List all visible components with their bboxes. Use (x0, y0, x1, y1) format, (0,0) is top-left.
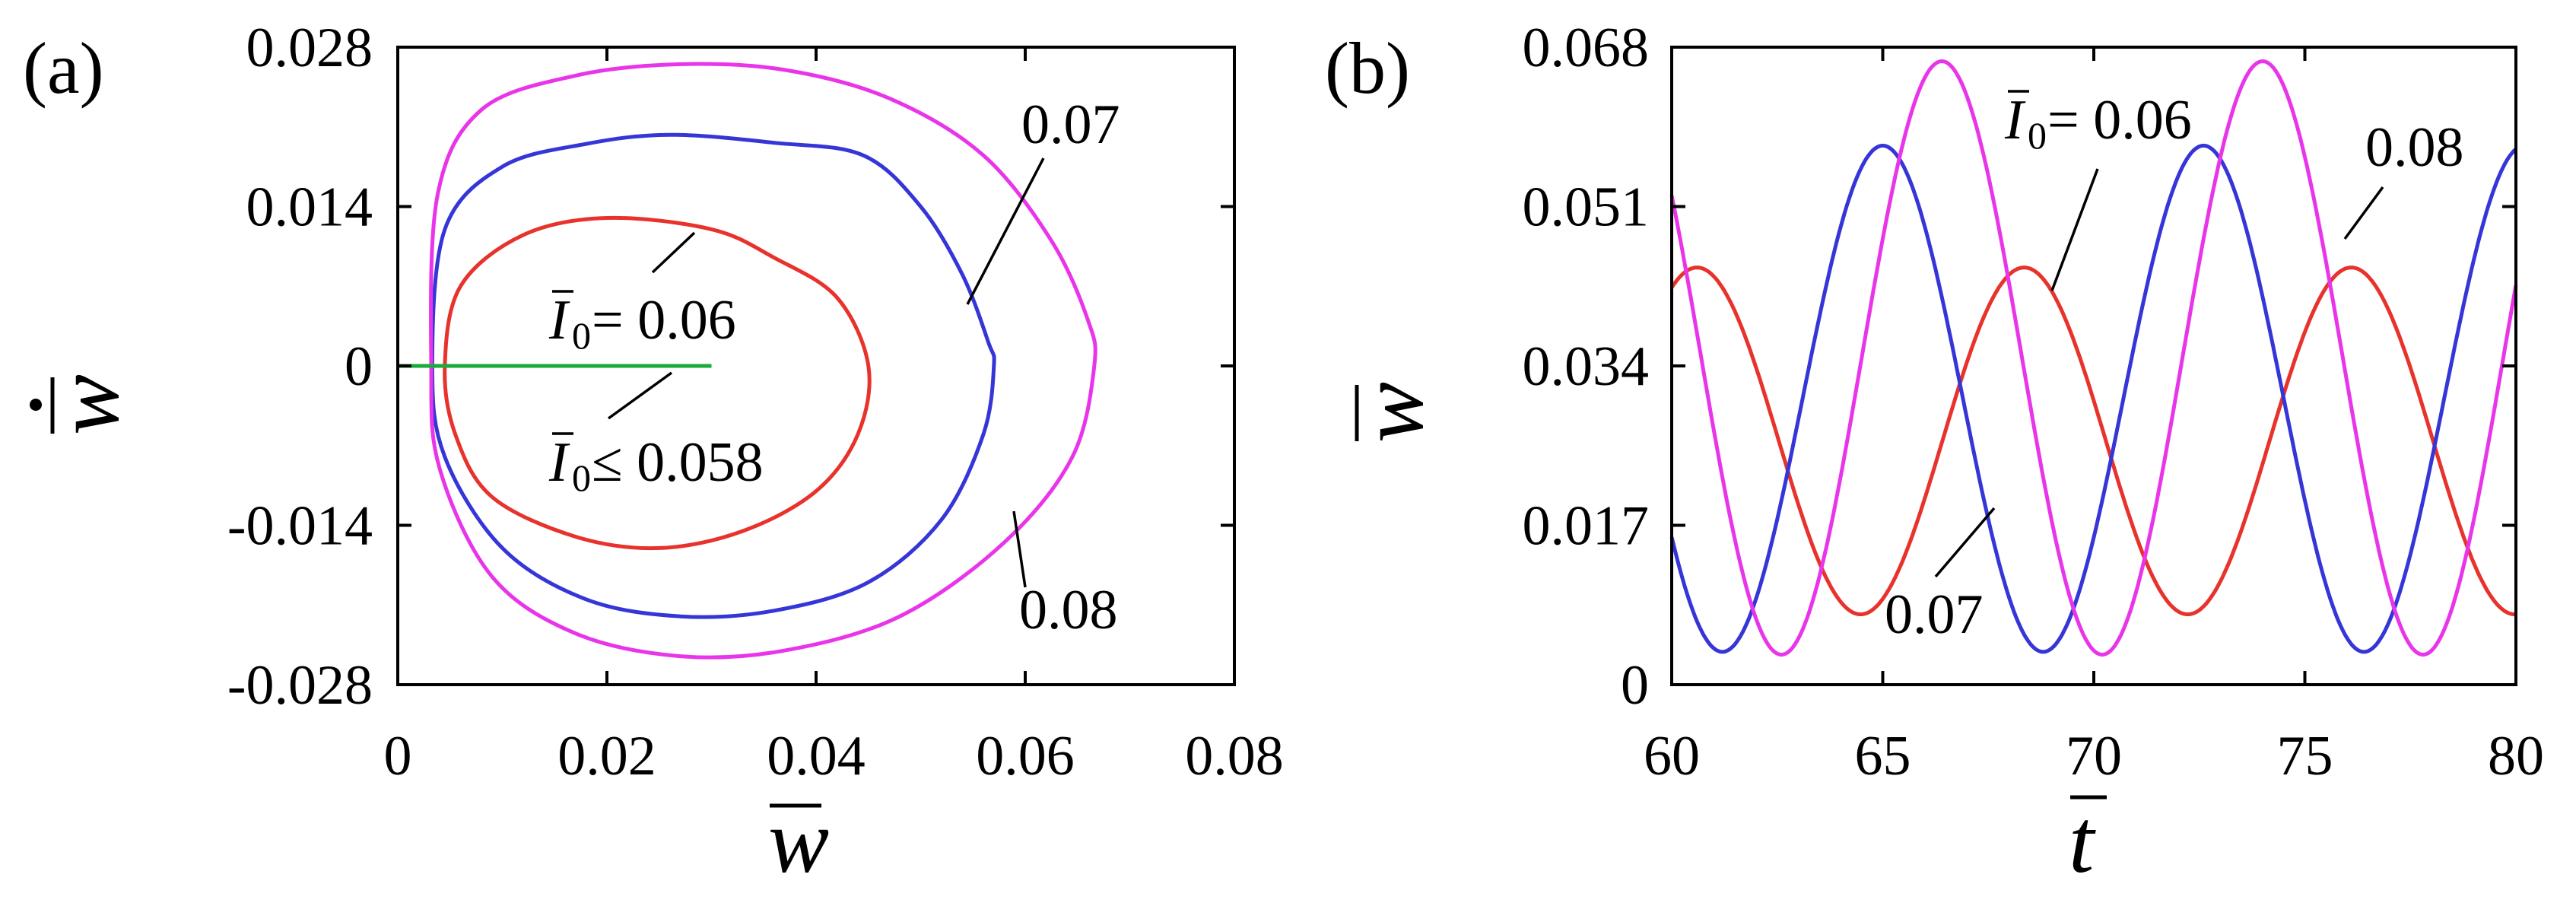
x-tick-label: 0 (384, 725, 412, 787)
x-tick-label: 80 (2488, 725, 2544, 787)
annotation-0.08: 0.08 (1019, 579, 1118, 641)
annotation-0.07: 0.07 (1021, 94, 1120, 156)
panel-a: (a) 0 0.02 0.04 0.06 0.08 0.028 0.014 0 -0.014 -0… (23, 17, 1284, 892)
leader-line (2050, 168, 2099, 291)
panel-a-y-axis-symbol: w (37, 374, 138, 435)
dot-accent (30, 399, 42, 411)
series-line-3 (428, 62, 1097, 660)
leader-line (651, 231, 696, 274)
series-line-1 (443, 215, 872, 551)
x-tick-label: 60 (1644, 725, 1700, 787)
svg-text:0: 0 (572, 314, 591, 357)
y-tick-label: 0.017 (1523, 495, 1650, 558)
y-tick-label: 0 (1621, 654, 1649, 717)
svg-text:I: I (548, 289, 570, 351)
y-tick-label: 0.068 (1523, 17, 1650, 79)
annotation-i0-eq-0.06: I 0 = 0.06 (2004, 89, 2192, 157)
x-tick-label: 75 (2277, 725, 2333, 787)
leader-line (2343, 186, 2384, 240)
svg-text:I: I (548, 431, 570, 494)
x-tick-label: 0.06 (976, 725, 1075, 787)
svg-text:= 0.06: = 0.06 (2047, 89, 2192, 151)
svg-text:= 0.06: = 0.06 (592, 289, 736, 351)
leader-line (607, 371, 673, 420)
panel-b-label: (b) (1325, 27, 1410, 109)
panel-b-y-axis-label: w (1341, 382, 1442, 443)
series-line-3 (1669, 59, 2518, 657)
svg-text:0: 0 (2028, 114, 2047, 157)
x-tick-label: 0.04 (767, 725, 866, 787)
x-tick-label: 65 (1855, 725, 1911, 787)
x-tick-label: 0.02 (557, 725, 656, 787)
series-line-2 (430, 132, 996, 619)
y-tick-label: -0.014 (227, 495, 373, 558)
leader-line (1934, 507, 1996, 578)
annotation-i0-eq-0.06: I 0 = 0.06 (548, 289, 736, 357)
panel-b-series-group (1669, 59, 2518, 657)
panel-a-y-axis-label: w (30, 374, 138, 435)
series-line-2 (1669, 143, 2517, 654)
panel-b-x-axis-label: t (2069, 790, 2107, 892)
series-line-1 (1669, 265, 2516, 616)
svg-text:0: 0 (572, 456, 591, 499)
leader-line (966, 157, 1045, 305)
svg-text:I: I (2004, 89, 2026, 151)
y-tick-label: 0.034 (1523, 335, 1650, 398)
leader-line (1012, 510, 1027, 588)
x-tick-label: 70 (2066, 725, 2122, 787)
y-tick-label: 0.014 (246, 176, 373, 239)
panel-b-y-axis-symbol: w (1341, 382, 1442, 443)
annotation-0.08: 0.08 (2365, 116, 2464, 179)
y-tick-label: 0 (345, 335, 373, 398)
x-tick-label: 0.08 (1185, 725, 1284, 787)
y-tick-label: -0.028 (227, 654, 373, 717)
annotation-0.07: 0.07 (1885, 583, 1984, 646)
panel-b-ticks: 60 65 70 75 80 0.068 0.051 0.034 0.017 0 (1523, 17, 2545, 787)
panel-b-x-axis-symbol: t (2069, 790, 2096, 892)
y-tick-label: 0.028 (246, 17, 373, 79)
annotation-i0-le-0.058: I 0 ≤ 0.058 (548, 431, 764, 499)
panel-a-label: (a) (23, 27, 104, 109)
panel-a-series-group (398, 62, 1097, 660)
panel-a-x-axis-label: w (768, 790, 829, 892)
y-tick-label: 0.051 (1523, 176, 1650, 239)
panel-a-x-axis-symbol: w (768, 790, 829, 892)
svg-text:≤ 0.058: ≤ 0.058 (592, 431, 764, 494)
panel-a-ticks: 0 0.02 0.04 0.06 0.08 0.028 0.014 0 -0.014 -0.028 (227, 17, 1284, 787)
